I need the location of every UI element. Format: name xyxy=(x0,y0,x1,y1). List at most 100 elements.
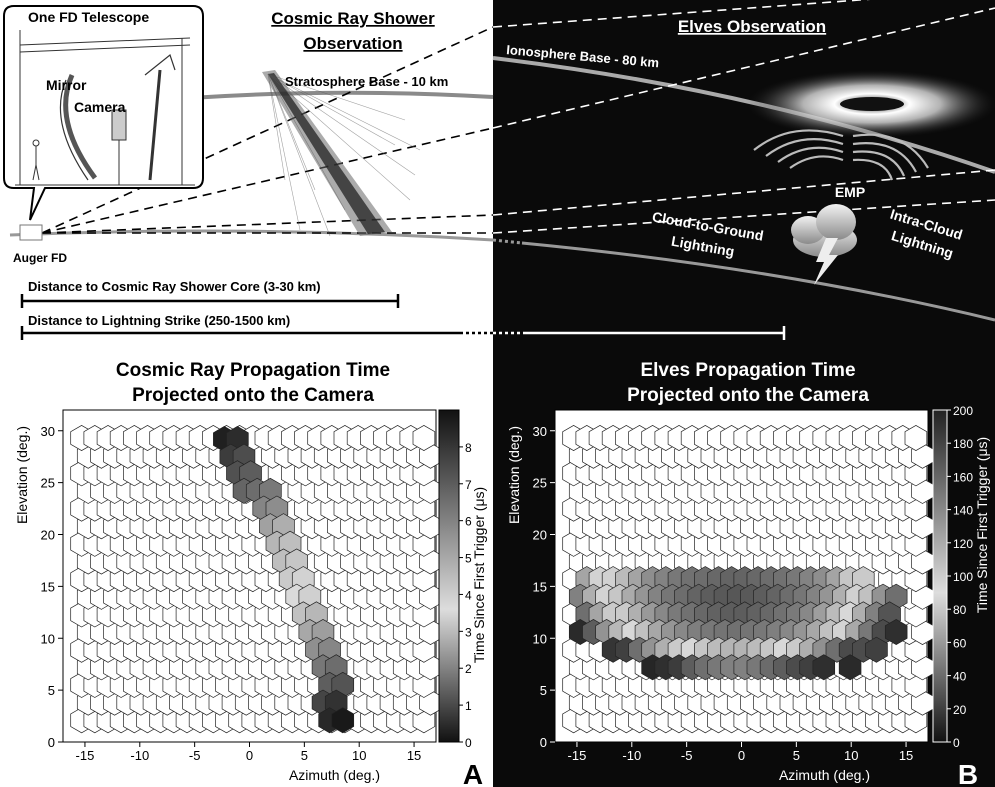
y-tick-label: 15 xyxy=(41,579,55,594)
colorbar-tick-label: 120 xyxy=(953,537,973,551)
panel-a-xlabel: Azimuth (deg.) xyxy=(289,767,380,783)
callout-title: One FD Telescope xyxy=(28,9,149,25)
panel-a-colorbar-label: Time Since First Trigger (μs) xyxy=(471,487,487,663)
stratosphere-label: Stratosphere Base - 10 km xyxy=(285,74,448,89)
colorbar-tick-label: 200 xyxy=(953,404,973,418)
auger-fd-icon xyxy=(19,224,43,241)
emp-waves xyxy=(753,129,929,181)
panel-a-y-axis: 0 5 10 15 20 25 30 xyxy=(41,424,63,750)
colorbar-tick-label: 3 xyxy=(465,625,472,639)
panel-b-y-axis: 0 5 10 15 20 25 30 xyxy=(533,424,555,750)
data-cell xyxy=(865,636,888,663)
x-tick-label: 5 xyxy=(301,748,308,763)
panel-b-title-line1: Elves Propagation Time xyxy=(640,360,855,381)
x-tick-label: 15 xyxy=(899,748,913,763)
ground-line-right xyxy=(521,241,995,322)
cosmic-title-line2: Observation xyxy=(303,34,402,53)
panel-b: Elves Propagation Time Projected onto th… xyxy=(506,360,990,787)
panel-b-ylabel: Elevation (deg.) xyxy=(506,426,522,524)
camera-label: Camera xyxy=(74,99,126,115)
colorbar-tick-label: 160 xyxy=(953,470,973,484)
data-cell xyxy=(331,707,355,734)
colorbar-tick-label: 8 xyxy=(465,441,472,455)
y-tick-label: 25 xyxy=(41,476,55,491)
colorbar-tick-label: 7 xyxy=(465,478,472,492)
y-tick-label: 0 xyxy=(48,735,55,750)
panel-b-colorbar-ticks: 0 20 40 60 80 100 120 140 160 180 200 xyxy=(947,404,973,750)
cosmic-ray-shower xyxy=(262,70,421,237)
y-tick-label: 25 xyxy=(533,476,547,491)
panel-a-title-line2: Projected onto the Camera xyxy=(132,385,374,406)
camera-pixel xyxy=(904,424,928,452)
storm-cloud-icon xyxy=(791,204,857,285)
y-tick-label: 20 xyxy=(41,528,55,543)
panel-b-letter: B xyxy=(958,759,978,787)
panel-b-colorbar xyxy=(932,409,948,743)
colorbar-tick-label: 5 xyxy=(465,552,472,566)
panel-a-ylabel: Elevation (deg.) xyxy=(14,426,30,524)
panel-a-x-axis: -15 -10 -5 0 5 10 15 xyxy=(76,742,421,763)
x-tick-label: 15 xyxy=(407,748,421,763)
x-tick-label: -15 xyxy=(76,748,95,763)
x-tick-label: 10 xyxy=(352,748,366,763)
panel-b-xlabel: Azimuth (deg.) xyxy=(779,767,870,783)
x-tick-label: -15 xyxy=(568,748,587,763)
x-tick-label: 0 xyxy=(246,748,253,763)
emp-label: EMP xyxy=(835,184,865,200)
x-tick-label: -10 xyxy=(130,748,149,763)
panel-b-colorbar-label: Time Since First Trigger (μs) xyxy=(974,437,990,613)
panel-a-colorbar-ticks: 0 1 2 3 4 5 6 7 8 xyxy=(459,441,472,750)
panel-b-hexes xyxy=(562,424,934,734)
sightlines-left xyxy=(41,26,494,234)
colorbar-tick-label: 60 xyxy=(953,636,967,650)
colorbar-tick-label: 1 xyxy=(465,699,472,713)
y-tick-label: 30 xyxy=(533,424,547,439)
colorbar-tick-label: 80 xyxy=(953,603,967,617)
elves-title: Elves Observation xyxy=(678,17,826,36)
stratosphere-line xyxy=(189,90,494,100)
distance-cosmic-bar xyxy=(20,294,400,308)
auger-fd-label: Auger FD xyxy=(13,251,67,265)
data-cell xyxy=(812,654,836,681)
x-tick-label: -5 xyxy=(189,748,201,763)
telescope-callout xyxy=(3,5,204,221)
colorbar-tick-label: 100 xyxy=(953,570,973,584)
colorbar-tick-label: 180 xyxy=(953,437,973,451)
x-tick-label: -10 xyxy=(622,748,641,763)
colorbar-tick-label: 20 xyxy=(953,703,967,717)
colorbar-tick-label: 40 xyxy=(953,670,967,684)
camera-pixel xyxy=(412,424,436,452)
y-tick-label: 0 xyxy=(540,735,547,750)
y-tick-label: 20 xyxy=(533,528,547,543)
y-tick-label: 30 xyxy=(41,424,55,439)
panel-a-letter: A xyxy=(463,759,483,787)
y-tick-label: 5 xyxy=(48,683,55,698)
panel-a-colorbar xyxy=(438,409,460,743)
distance-lightning-label: Distance to Lightning Strike (250-1500 k… xyxy=(28,313,290,328)
cosmic-ray-scene: Auger FD One FD Telescope Mirror Camera … xyxy=(3,5,786,340)
colorbar-tick-label: 140 xyxy=(953,504,973,518)
x-tick-label: -5 xyxy=(681,748,693,763)
y-tick-label: 10 xyxy=(533,631,547,646)
data-cell xyxy=(838,654,862,681)
colorbar-tick-label: 0 xyxy=(953,736,960,750)
distance-lightning-bar xyxy=(20,326,786,340)
x-tick-label: 0 xyxy=(738,748,745,763)
sightlines-right xyxy=(492,0,995,234)
panel-a-title-line1: Cosmic Ray Propagation Time xyxy=(116,360,390,381)
x-tick-label: 10 xyxy=(844,748,858,763)
colorbar-tick-label: 6 xyxy=(465,515,472,529)
elves-scene: Elves Observation Ionosphere Base - 80 k… xyxy=(492,0,995,322)
colorbar-tick-label: 2 xyxy=(465,662,472,676)
y-tick-label: 15 xyxy=(533,579,547,594)
mirror-label: Mirror xyxy=(46,77,87,93)
colorbar-tick-label: 0 xyxy=(465,736,472,750)
distance-cosmic-label: Distance to Cosmic Ray Shower Core (3-30… xyxy=(28,279,321,294)
cosmic-title-line1: Cosmic Ray Shower xyxy=(271,9,435,28)
elves-core xyxy=(840,97,904,111)
colorbar-tick-label: 4 xyxy=(465,588,472,602)
telescope-drawing xyxy=(15,30,195,186)
data-cell xyxy=(884,618,908,646)
panel-a-hexes xyxy=(70,424,442,734)
